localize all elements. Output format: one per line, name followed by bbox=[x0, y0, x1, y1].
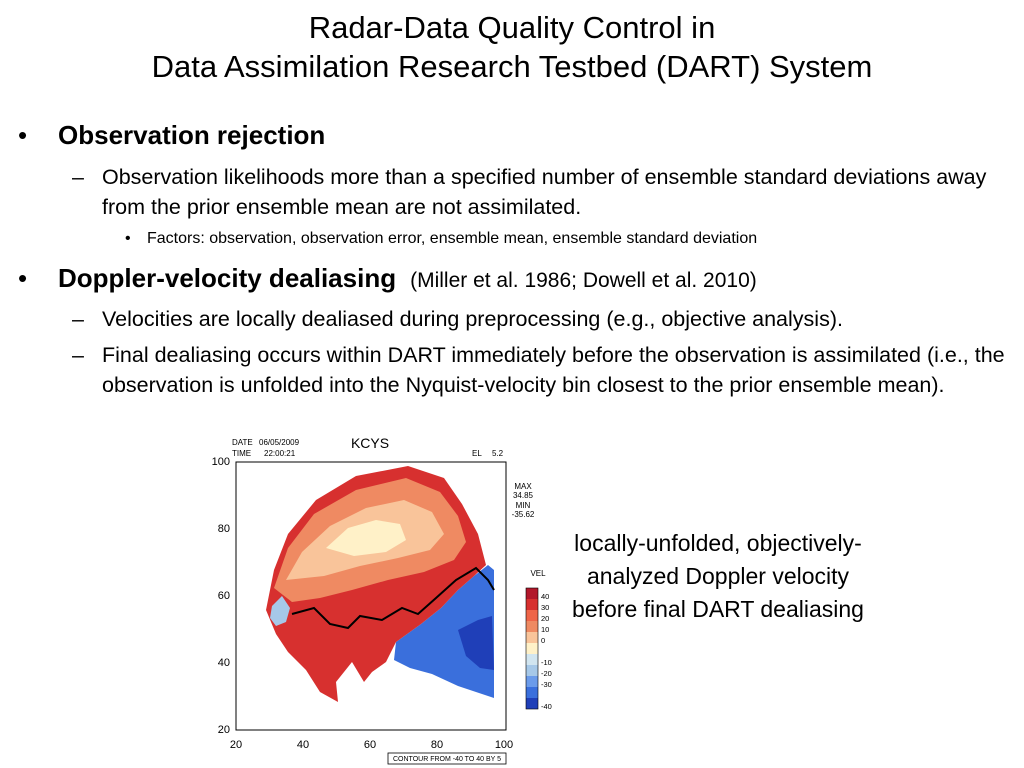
bullet-glyph: • bbox=[18, 120, 28, 150]
legend-level: -30 bbox=[541, 680, 552, 689]
reference-text: (Miller et al. 1986; Dowell et al. 2010) bbox=[410, 269, 757, 292]
y-tick: 20 bbox=[218, 724, 230, 736]
date-label: DATE bbox=[232, 438, 253, 447]
dash-glyph: – bbox=[72, 343, 84, 367]
slide-title-line-1: Radar-Data Quality Control in bbox=[308, 10, 716, 45]
time-label: TIME bbox=[232, 449, 251, 458]
x-tick: 60 bbox=[364, 739, 376, 751]
el-value: 5.2 bbox=[492, 449, 504, 458]
factors-text: Factors: observation, observation error,… bbox=[147, 230, 758, 247]
station-name: KCYS bbox=[351, 435, 389, 451]
bullet-glyph: • bbox=[125, 230, 131, 247]
legend-level: 20 bbox=[541, 614, 549, 623]
dark-blue-region bbox=[458, 616, 494, 670]
bullet-heading: Doppler-velocity dealiasing bbox=[58, 263, 397, 293]
legend-swatch bbox=[526, 698, 538, 709]
plot-area bbox=[235, 461, 507, 731]
contour-footer-box bbox=[387, 752, 507, 765]
legend-swatch bbox=[526, 599, 538, 610]
slide-title: Radar-Data Quality Control in Data Assim… bbox=[0, 8, 1024, 86]
color-legend bbox=[525, 587, 539, 710]
sub-bullet-text: Velocities are locally dealiased during … bbox=[102, 307, 843, 331]
legend-title: VEL bbox=[530, 569, 546, 578]
min-value: -35.62 bbox=[512, 510, 535, 519]
legend-level: 0 bbox=[541, 636, 545, 645]
y-tick: 60 bbox=[218, 590, 230, 602]
slide-title-line-2: Data Assimilation Research Testbed (DART… bbox=[151, 49, 873, 84]
time-value: 22:00:21 bbox=[264, 449, 296, 458]
cream-region bbox=[326, 520, 406, 556]
date-value: 06/05/2009 bbox=[259, 438, 300, 447]
legend-swatch bbox=[526, 687, 538, 698]
legend-swatch bbox=[526, 632, 538, 643]
y-tick: 100 bbox=[212, 456, 230, 468]
min-label: MIN bbox=[516, 501, 531, 510]
blue-region bbox=[394, 565, 494, 698]
max-value: 34.85 bbox=[513, 491, 534, 500]
x-tick: 40 bbox=[297, 739, 309, 751]
y-tick: 80 bbox=[218, 523, 230, 535]
legend-swatch bbox=[526, 654, 538, 665]
el-label: EL bbox=[472, 449, 482, 458]
x-tick: 20 bbox=[230, 739, 242, 751]
figure-caption: locally-unfolded, objectively-analyzed D… bbox=[572, 530, 864, 622]
dash-glyph: – bbox=[72, 307, 84, 331]
legend-swatch bbox=[526, 676, 538, 687]
bullet-heading: Observation rejection bbox=[58, 120, 326, 150]
legend-swatch bbox=[526, 643, 538, 654]
x-tick: 100 bbox=[495, 739, 513, 751]
legend-level: -20 bbox=[541, 669, 552, 678]
legend-swatch bbox=[526, 665, 538, 676]
fold-contour bbox=[291, 566, 495, 630]
dash-glyph: – bbox=[72, 165, 84, 189]
legend-swatch bbox=[526, 588, 538, 599]
x-tick: 80 bbox=[431, 739, 443, 751]
legend-level: 40 bbox=[541, 592, 549, 601]
sub-bullet-text: Final dealiasing occurs within DART imme… bbox=[102, 343, 1005, 397]
light-blue-region bbox=[270, 596, 290, 626]
legend-level: -40 bbox=[541, 702, 552, 711]
legend-swatch bbox=[526, 621, 538, 632]
contour-footer: CONTOUR FROM -40 TO 40 BY 5 bbox=[393, 756, 501, 763]
legend-swatch bbox=[526, 610, 538, 621]
max-label: MAX bbox=[514, 482, 532, 491]
legend-level: 10 bbox=[541, 625, 549, 634]
legend-level: -10 bbox=[541, 658, 552, 667]
y-tick: 40 bbox=[218, 657, 230, 669]
radar-velocity-plot: DATE 06/05/2009 TIME 22:00:21 KCYS EL 5.… bbox=[212, 435, 552, 765]
sub-bullet-text: Observation likelihoods more than a spec… bbox=[102, 165, 987, 219]
legend-level: 30 bbox=[541, 603, 549, 612]
bullet-glyph: • bbox=[18, 263, 28, 293]
